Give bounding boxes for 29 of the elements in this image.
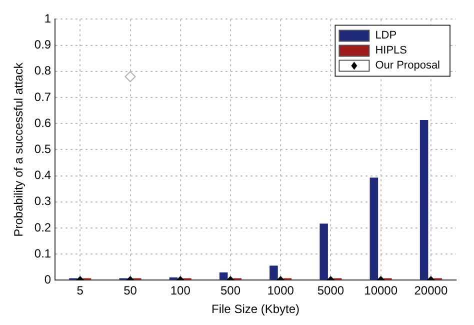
y-tick-label: 0.5: [34, 142, 52, 156]
y-tick-label: 0.9: [34, 38, 52, 52]
y-tick-label: 0.6: [34, 116, 52, 130]
y-tick-label: 0.1: [34, 246, 52, 260]
legend-label: Our Proposal: [375, 60, 440, 72]
x-tick-label: 20000: [414, 284, 448, 298]
x-axis-title: File Size (Kbyte): [212, 302, 300, 316]
y-tick-label: 0.8: [34, 64, 52, 78]
bar: [270, 266, 278, 280]
x-tick-label: 1000: [267, 284, 294, 298]
x-tick-label: 50: [124, 284, 138, 298]
bar: [370, 178, 378, 280]
legend-label: HIPLS: [375, 44, 407, 57]
y-tick-label: 0.2: [34, 220, 52, 234]
bar: [219, 272, 228, 280]
y-tick-label: 0.3: [34, 194, 52, 208]
x-tick-label: 500: [220, 284, 241, 298]
bar: [320, 224, 328, 280]
y-tick-label: 0: [44, 272, 52, 287]
x-tick-label: 100: [170, 284, 191, 298]
x-tick-label: 10000: [364, 284, 398, 298]
y-tick-label: 0.4: [34, 168, 52, 182]
bar: [420, 120, 428, 280]
legend-label: LDP: [375, 30, 397, 42]
y-tick-label: 1: [44, 12, 52, 26]
x-tick-label: 5000: [317, 284, 344, 298]
y-tick-label: 0.7: [34, 90, 52, 104]
x-tick-label: 5: [76, 284, 84, 298]
y-axis-title: Probability of a successful attack: [12, 62, 26, 237]
